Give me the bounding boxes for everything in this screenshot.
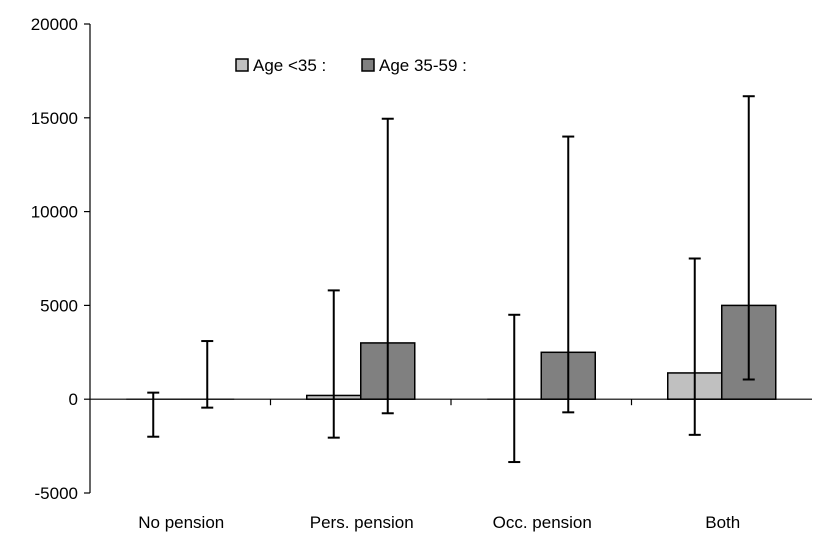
x-category-label: Both xyxy=(705,513,740,532)
legend-swatch xyxy=(235,58,249,72)
x-category-label: Pers. pension xyxy=(310,513,414,532)
legend: Age <35 : Age 35-59 : xyxy=(235,56,467,75)
x-category-label: Occ. pension xyxy=(493,513,592,532)
bars xyxy=(126,304,777,400)
y-tick-label: 5000 xyxy=(40,296,78,315)
x-category-label: No pension xyxy=(138,513,224,532)
legend-label: Age 35-59 : xyxy=(379,56,467,75)
legend-label: Age <35 : xyxy=(253,56,326,75)
y-tick-label: 20000 xyxy=(31,15,78,34)
error-bars xyxy=(147,95,755,464)
y-tick-label: 0 xyxy=(69,390,78,409)
legend-swatch xyxy=(361,58,375,72)
y-tick-label: 15000 xyxy=(31,109,78,128)
y-tick-label: 10000 xyxy=(31,203,78,222)
y-tick-label: -5000 xyxy=(35,484,78,503)
